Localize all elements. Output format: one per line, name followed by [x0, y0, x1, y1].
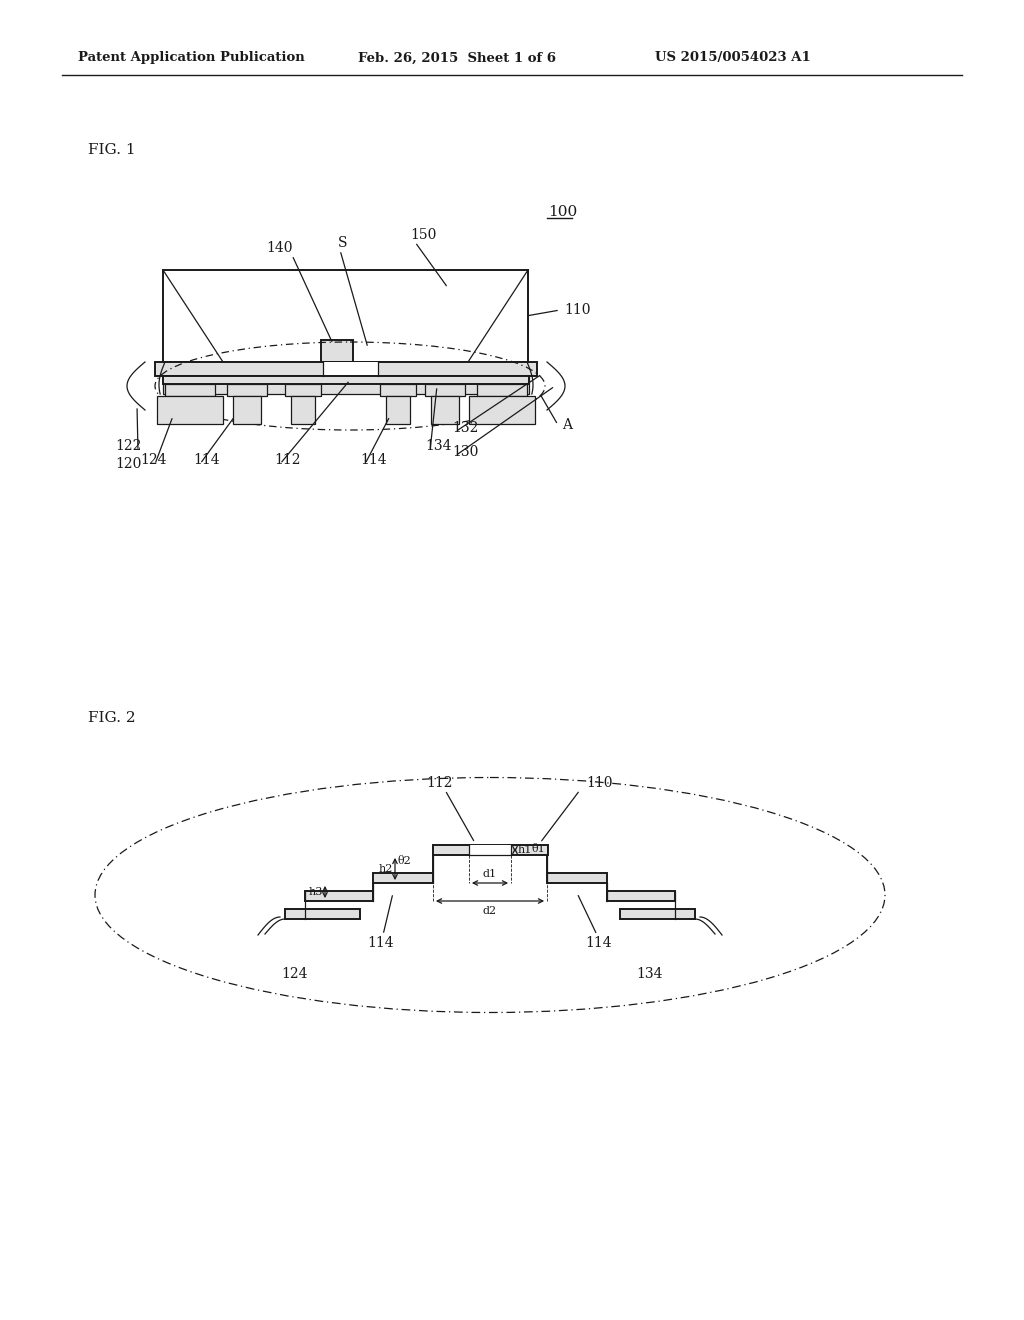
Text: h2: h2 [379, 865, 393, 874]
Bar [227, 384, 267, 396]
Text: Feb. 26, 2015  Sheet 1 of 6: Feb. 26, 2015 Sheet 1 of 6 [358, 51, 556, 65]
Text: 100: 100 [548, 205, 578, 219]
Text: US 2015/0054023 A1: US 2015/0054023 A1 [655, 51, 811, 65]
Bar [607, 891, 675, 902]
Text: d2: d2 [483, 906, 497, 916]
Text: 114: 114 [368, 936, 394, 950]
Text: 114: 114 [360, 453, 387, 467]
Text: 112: 112 [427, 776, 454, 789]
Bar [165, 384, 215, 396]
Bar [285, 909, 360, 919]
Text: 134: 134 [425, 440, 452, 453]
Text: Patent Application Publication: Patent Application Publication [78, 51, 305, 65]
Bar [386, 396, 410, 424]
Text: S: S [338, 236, 348, 249]
Text: 124: 124 [282, 968, 308, 981]
Bar [433, 845, 548, 855]
Bar [469, 845, 511, 855]
Bar [157, 396, 223, 424]
Text: 134: 134 [637, 968, 664, 981]
Text: θ2: θ2 [398, 855, 412, 866]
Bar [477, 384, 527, 396]
Text: 114: 114 [193, 453, 219, 467]
Bar [323, 362, 378, 376]
Text: 112: 112 [274, 453, 300, 467]
Text: 110: 110 [586, 776, 612, 789]
Text: 120: 120 [115, 457, 141, 471]
Bar [285, 384, 321, 396]
Text: 132: 132 [452, 421, 478, 436]
Text: h1: h1 [518, 845, 532, 855]
Bar [305, 891, 373, 902]
Text: FIG. 1: FIG. 1 [88, 143, 135, 157]
Text: 114: 114 [586, 936, 612, 950]
Bar [425, 384, 465, 396]
Bar [233, 396, 261, 424]
Text: d1: d1 [483, 869, 497, 879]
Bar [431, 396, 459, 424]
Bar [321, 341, 353, 362]
Bar [380, 384, 416, 396]
Text: 130: 130 [452, 445, 478, 459]
Bar [547, 873, 607, 883]
Bar [620, 909, 695, 919]
Text: 140: 140 [266, 242, 293, 255]
Bar [163, 376, 529, 393]
Bar [163, 376, 529, 384]
Bar [469, 396, 535, 424]
Text: A: A [562, 418, 572, 432]
Text: 150: 150 [411, 228, 437, 242]
Bar [163, 271, 528, 362]
Text: FIG. 2: FIG. 2 [88, 711, 135, 725]
Bar [155, 362, 537, 376]
Bar [291, 396, 315, 424]
Text: θ1: θ1 [531, 843, 545, 854]
Text: 122: 122 [115, 440, 141, 453]
Text: 124: 124 [140, 453, 167, 467]
Bar [373, 873, 433, 883]
Text: h3: h3 [309, 887, 324, 898]
Text: 110: 110 [564, 304, 591, 317]
